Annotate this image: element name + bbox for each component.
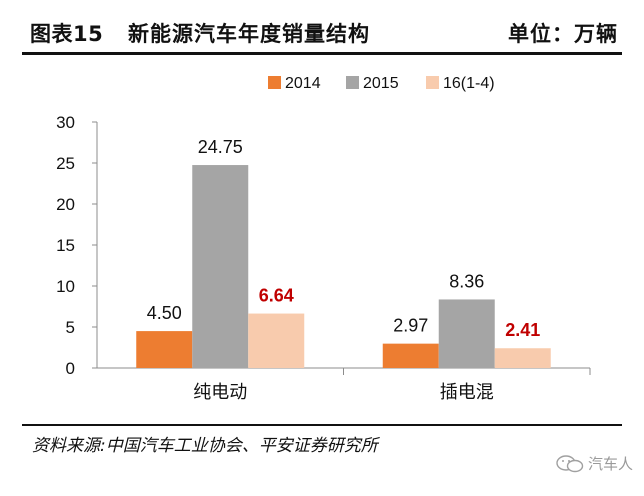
- source-note: 资料来源:中国汽车工业协会、平安证券研究所: [32, 436, 378, 456]
- figure-header: 图表15 新能源汽车年度销量结构 单位：万辆: [0, 0, 644, 52]
- x-tick-label: 插电混: [440, 382, 494, 402]
- chart-title: 新能源汽车年度销量结构: [128, 22, 370, 46]
- bar-2015-插电混: [438, 299, 495, 368]
- bar-16(1-4)-插电混: [494, 348, 551, 368]
- data-label-2015-插电混: 8.36: [449, 271, 484, 291]
- y-tick-label: 15: [56, 236, 75, 255]
- watermark-text: 汽车人: [588, 455, 634, 473]
- legend-swatch-2015: [346, 76, 359, 89]
- data-label-16(1-4)-插电混: 2.41: [505, 320, 540, 340]
- legend-swatch-16(1-4): [426, 76, 439, 89]
- data-label-16(1-4)-纯电动: 6.64: [259, 286, 294, 306]
- legend-swatch-2014: [268, 76, 281, 89]
- legend-label-2015: 2015: [363, 75, 399, 92]
- watermark: 汽车人: [556, 453, 633, 474]
- wechat-icon: [556, 454, 584, 472]
- bar-2014-插电混: [382, 343, 439, 368]
- legend-label-16(1-4): 16(1-4): [443, 75, 495, 92]
- y-tick-label: 25: [56, 154, 75, 173]
- footer-divider: [22, 424, 622, 426]
- data-label-2014-插电混: 2.97: [393, 316, 428, 336]
- bar-chart: 2014 2015 16(1-4) 0 5 10 15 20 25 30 4.50 24.75 6.64…: [56, 75, 591, 402]
- bar-16(1-4)-纯电动: [248, 313, 305, 368]
- legend-label-2014: 2014: [285, 75, 321, 92]
- unit-label: 单位：万辆: [508, 22, 618, 46]
- figure-number: 图表15: [30, 22, 104, 46]
- data-label-2014-纯电动: 4.50: [147, 303, 182, 323]
- header-divider: [22, 52, 622, 55]
- bar-2015-纯电动: [192, 165, 249, 368]
- y-tick-label: 10: [56, 277, 75, 296]
- y-tick-label: 5: [66, 318, 75, 337]
- y-tick-label: 0: [66, 359, 75, 378]
- y-tick-label: 30: [56, 113, 75, 132]
- bar-2014-纯电动: [136, 331, 193, 368]
- data-label-2015-纯电动: 24.75: [198, 137, 243, 157]
- x-tick-label: 纯电动: [193, 382, 247, 402]
- y-tick-label: 20: [56, 195, 75, 214]
